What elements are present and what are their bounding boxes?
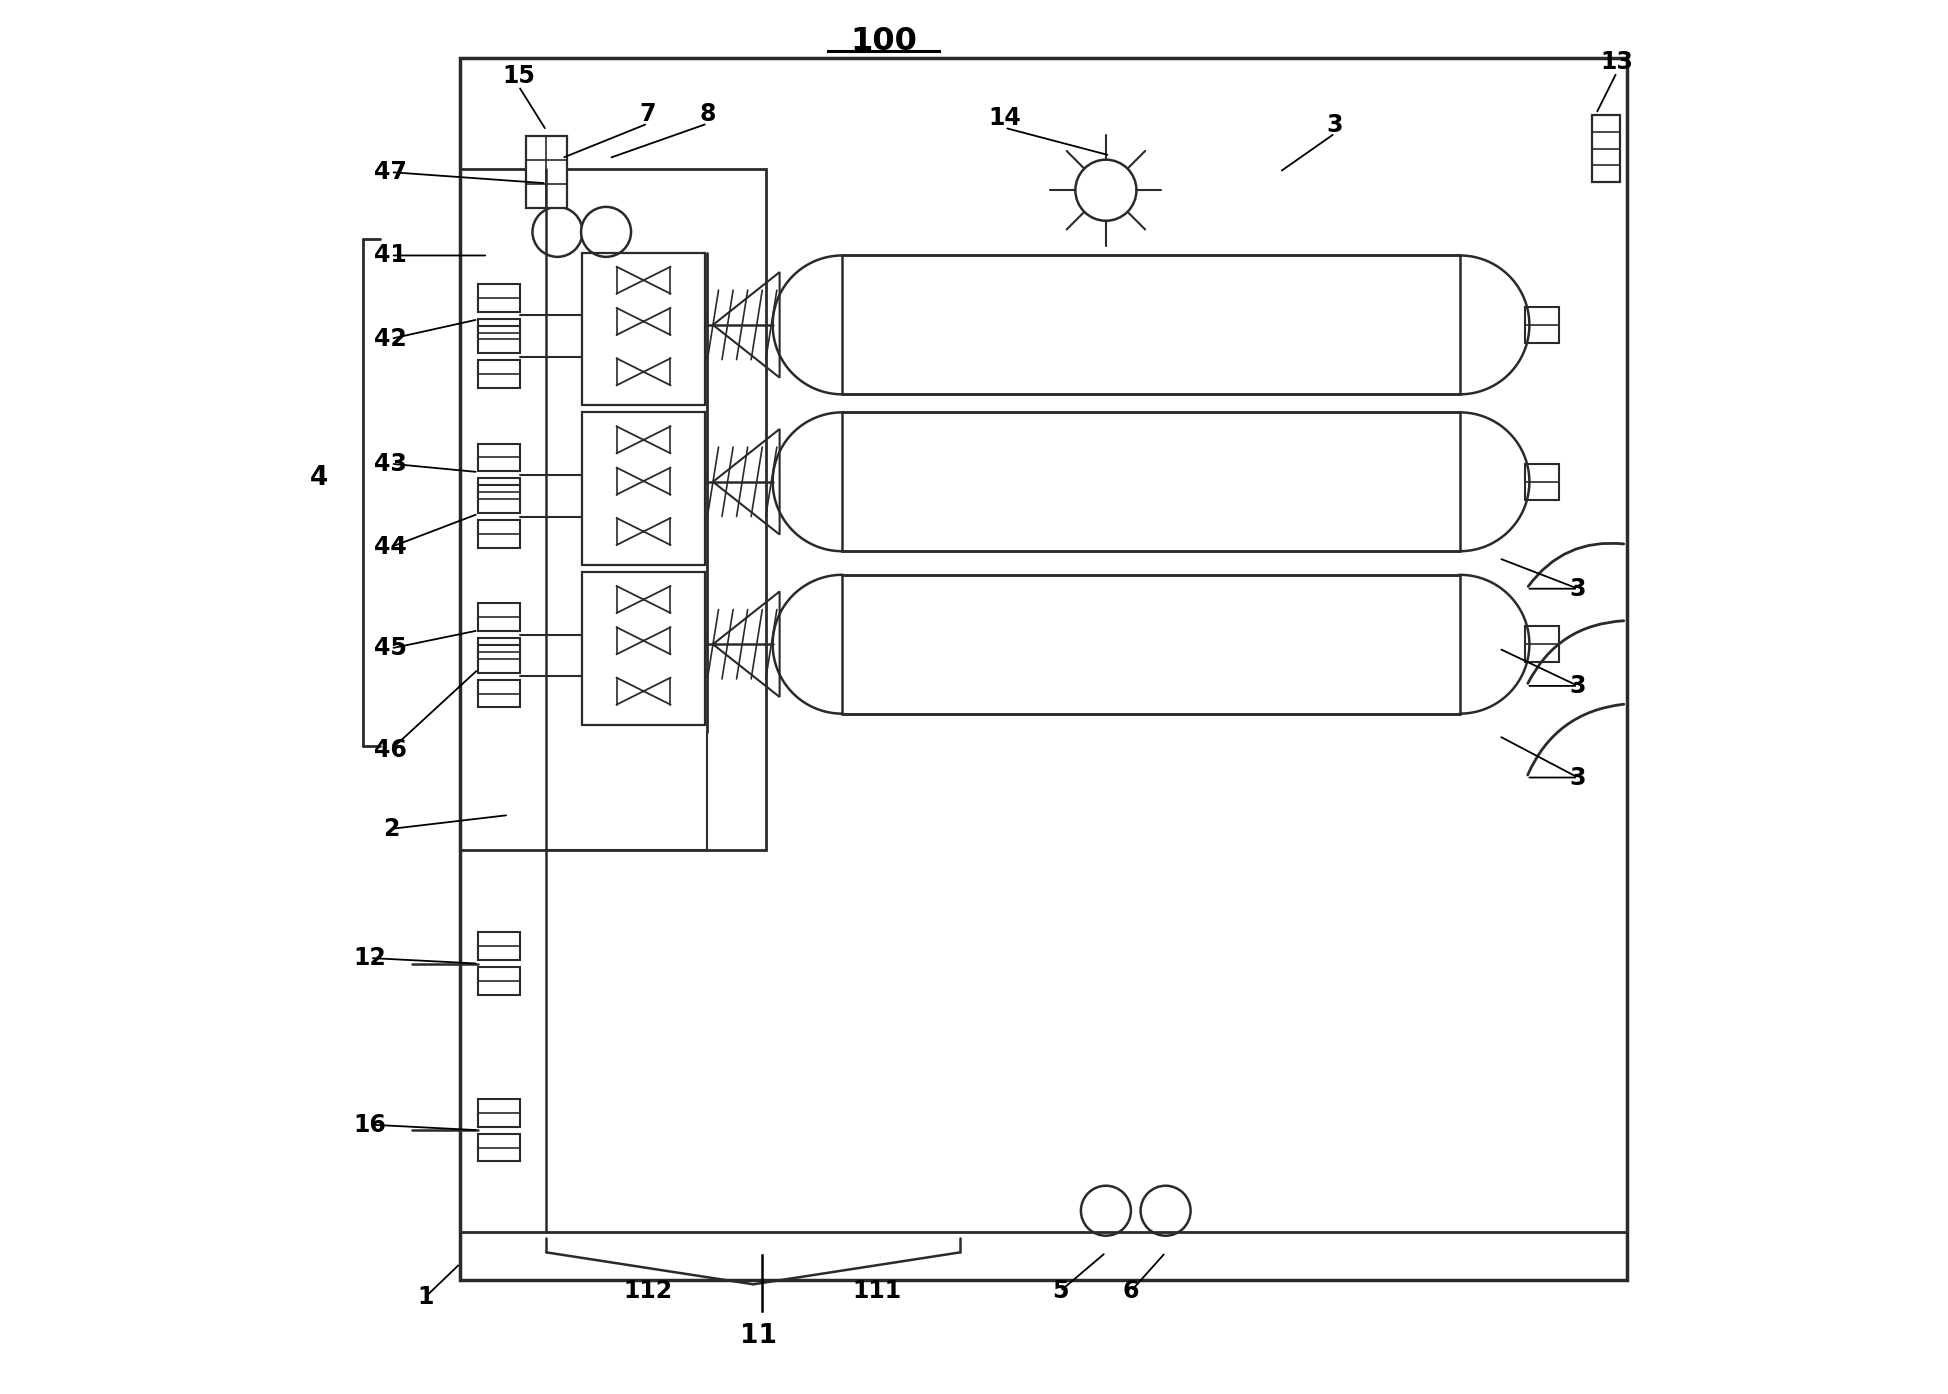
Text: 3: 3 <box>1570 673 1586 698</box>
Bar <box>1592 116 1619 181</box>
Text: 44: 44 <box>374 535 407 559</box>
Bar <box>479 443 520 471</box>
Text: 5: 5 <box>1052 1280 1068 1303</box>
Text: 111: 111 <box>851 1280 902 1303</box>
Bar <box>582 252 705 406</box>
Text: 3: 3 <box>1570 765 1586 789</box>
Bar <box>479 680 520 707</box>
Bar <box>1525 464 1558 500</box>
Bar <box>479 933 520 960</box>
Text: 43: 43 <box>374 452 407 475</box>
Circle shape <box>532 206 582 256</box>
Text: 41: 41 <box>374 244 407 268</box>
Text: 11: 11 <box>740 1323 777 1348</box>
Text: 14: 14 <box>988 106 1021 130</box>
Text: 112: 112 <box>623 1280 672 1303</box>
Bar <box>479 645 520 673</box>
Bar <box>842 574 1459 714</box>
Text: 3: 3 <box>1327 113 1344 137</box>
Bar <box>1525 626 1558 662</box>
Text: 2: 2 <box>382 817 399 841</box>
Bar <box>479 638 520 666</box>
Text: 47: 47 <box>374 160 407 184</box>
Text: 4: 4 <box>310 464 327 491</box>
Text: 42: 42 <box>374 326 407 351</box>
Bar <box>460 170 766 850</box>
Text: 45: 45 <box>374 637 407 661</box>
Bar <box>526 137 567 208</box>
Text: 12: 12 <box>355 947 386 970</box>
Circle shape <box>1081 1186 1132 1235</box>
Bar <box>479 326 520 353</box>
Bar <box>842 255 1459 395</box>
Bar <box>582 413 705 565</box>
Bar <box>460 59 1627 1280</box>
Bar <box>479 478 520 506</box>
Bar <box>479 284 520 312</box>
Bar <box>479 1098 520 1126</box>
Circle shape <box>1142 1186 1190 1235</box>
Text: 15: 15 <box>503 64 536 88</box>
Bar <box>479 520 520 548</box>
Text: 100: 100 <box>851 26 918 57</box>
Text: 6: 6 <box>1122 1280 1140 1303</box>
Bar <box>1525 307 1558 343</box>
Text: 13: 13 <box>1601 50 1632 74</box>
Bar <box>842 413 1459 551</box>
Circle shape <box>1075 160 1136 220</box>
Bar <box>479 319 520 347</box>
Circle shape <box>581 206 631 256</box>
Text: 46: 46 <box>374 737 407 761</box>
Text: 1: 1 <box>417 1285 434 1309</box>
Text: 3: 3 <box>1570 577 1586 601</box>
Bar <box>479 360 520 388</box>
Text: 8: 8 <box>699 102 715 125</box>
Bar <box>479 967 520 995</box>
Text: 16: 16 <box>355 1112 386 1136</box>
Bar <box>479 1133 520 1161</box>
Text: 7: 7 <box>639 102 656 125</box>
Bar <box>479 604 520 631</box>
Bar <box>479 485 520 513</box>
Bar <box>582 572 705 725</box>
